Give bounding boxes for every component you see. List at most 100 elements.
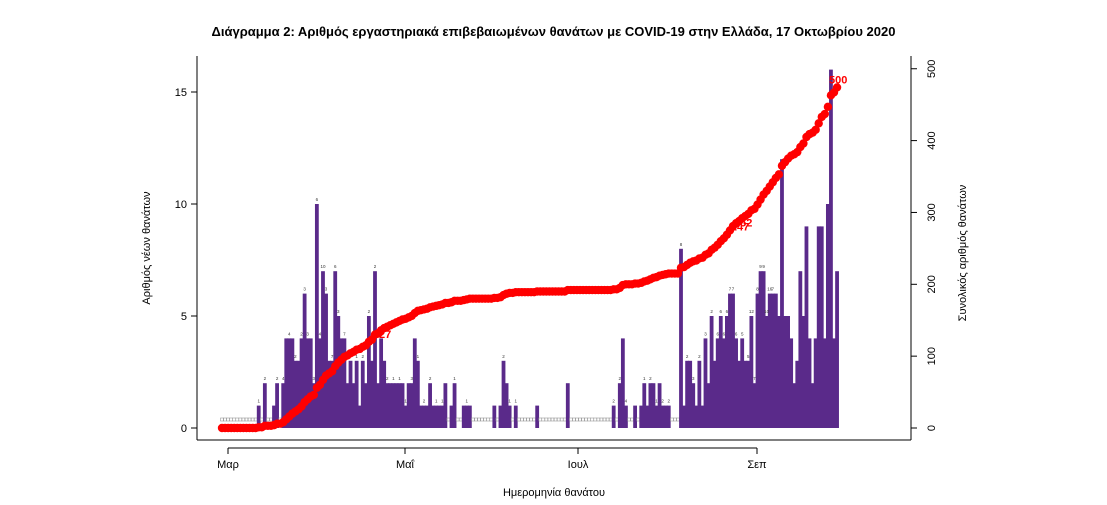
bar bbox=[262, 383, 267, 428]
bar bbox=[688, 360, 693, 428]
bar-zero bbox=[226, 417, 230, 422]
bar bbox=[777, 316, 781, 428]
bar-zero bbox=[559, 417, 564, 422]
bar bbox=[321, 271, 325, 428]
bar-count-label: 2 bbox=[374, 264, 377, 269]
bar-zero bbox=[238, 417, 243, 422]
bar-count-label: 1 bbox=[655, 399, 658, 404]
bar-count-label: 2 bbox=[698, 354, 701, 359]
bar bbox=[360, 360, 365, 428]
bar bbox=[679, 248, 683, 428]
bar-count-label: 9 bbox=[762, 264, 765, 269]
bar bbox=[832, 338, 836, 428]
bar bbox=[645, 405, 650, 428]
bar bbox=[648, 383, 653, 428]
bar-zero bbox=[458, 417, 463, 422]
bar-count-label: 7 bbox=[343, 331, 346, 336]
bar bbox=[697, 360, 702, 428]
bar-count-label: 4 bbox=[625, 399, 628, 404]
bar bbox=[376, 383, 380, 428]
bar-zero bbox=[232, 417, 236, 422]
cumulative-value-label: 127 bbox=[373, 329, 391, 341]
bar-count-label: 2 bbox=[276, 376, 279, 381]
bar-count-label: 2 bbox=[294, 354, 297, 359]
bar bbox=[825, 204, 830, 428]
bar bbox=[792, 383, 797, 428]
bar-zero bbox=[556, 417, 561, 422]
bar-count-label: 6 bbox=[726, 309, 729, 314]
bar-zero bbox=[578, 417, 582, 422]
bar-count-label: 1 bbox=[257, 399, 260, 404]
bar bbox=[780, 159, 784, 428]
bar bbox=[504, 383, 509, 428]
bar bbox=[373, 271, 377, 428]
bar bbox=[819, 226, 824, 428]
bar bbox=[795, 360, 800, 428]
bar bbox=[293, 360, 298, 428]
bar-count-label: 1 bbox=[392, 376, 395, 381]
bar-zero bbox=[636, 417, 640, 422]
bar bbox=[685, 360, 690, 428]
bar-zero bbox=[471, 417, 475, 422]
bar-zero bbox=[593, 417, 598, 422]
bar-zero bbox=[253, 417, 258, 422]
bar-count-label: 6 bbox=[716, 331, 719, 336]
x-axis-label: Ημερομηνία θανάτου bbox=[503, 487, 605, 499]
bar bbox=[400, 383, 405, 428]
bar-zero bbox=[581, 417, 585, 422]
bar-zero bbox=[489, 417, 494, 422]
bar bbox=[691, 383, 696, 428]
cumulative-point bbox=[774, 170, 784, 179]
bars-layer bbox=[220, 69, 839, 428]
bar-zero bbox=[608, 417, 613, 422]
bar-count-label: 2 bbox=[300, 331, 303, 336]
cumulative-value-label: 252 bbox=[734, 217, 752, 229]
bar-count-label: 1 bbox=[441, 399, 444, 404]
bar bbox=[348, 360, 353, 428]
bar-zero bbox=[517, 417, 521, 422]
bar-zero bbox=[605, 417, 610, 422]
bar bbox=[718, 316, 723, 428]
bar bbox=[388, 383, 393, 428]
bar bbox=[783, 316, 787, 428]
bar bbox=[492, 405, 497, 428]
bar bbox=[339, 338, 344, 428]
bar-zero bbox=[510, 417, 515, 422]
bar-zero bbox=[523, 417, 527, 422]
bar bbox=[755, 293, 760, 428]
cumulative-point bbox=[832, 83, 842, 92]
bar bbox=[366, 316, 371, 428]
bar-zero bbox=[247, 417, 252, 422]
bar bbox=[391, 383, 396, 428]
bar bbox=[807, 338, 812, 428]
bar bbox=[379, 338, 384, 428]
bar-count-label: 5 bbox=[747, 354, 750, 359]
cumulative-point bbox=[820, 109, 830, 119]
bar-count-label: 9 bbox=[759, 264, 762, 269]
bar bbox=[767, 293, 772, 428]
bar bbox=[330, 360, 335, 428]
bar-zero bbox=[269, 417, 273, 422]
bar bbox=[422, 405, 426, 428]
bar bbox=[256, 405, 261, 428]
bar-zero bbox=[544, 417, 549, 422]
bar bbox=[624, 405, 628, 428]
bar bbox=[452, 383, 457, 428]
bar-count-label: 1 bbox=[398, 376, 401, 381]
bar bbox=[728, 293, 732, 428]
bar bbox=[682, 405, 686, 428]
bar bbox=[721, 338, 726, 428]
bar bbox=[642, 383, 647, 428]
cumulative-point bbox=[811, 125, 820, 135]
cumulative-point bbox=[799, 139, 808, 148]
bar-zero bbox=[590, 417, 595, 422]
bar bbox=[752, 383, 757, 428]
bar-count-label: 2 bbox=[619, 376, 622, 381]
bar-count-label: 5 bbox=[741, 331, 744, 336]
bar bbox=[666, 405, 671, 428]
bar-zero bbox=[474, 417, 478, 422]
bar bbox=[357, 405, 362, 428]
bar-count-label: 6 bbox=[720, 309, 723, 314]
right-y-tick-label: 200 bbox=[926, 275, 938, 293]
